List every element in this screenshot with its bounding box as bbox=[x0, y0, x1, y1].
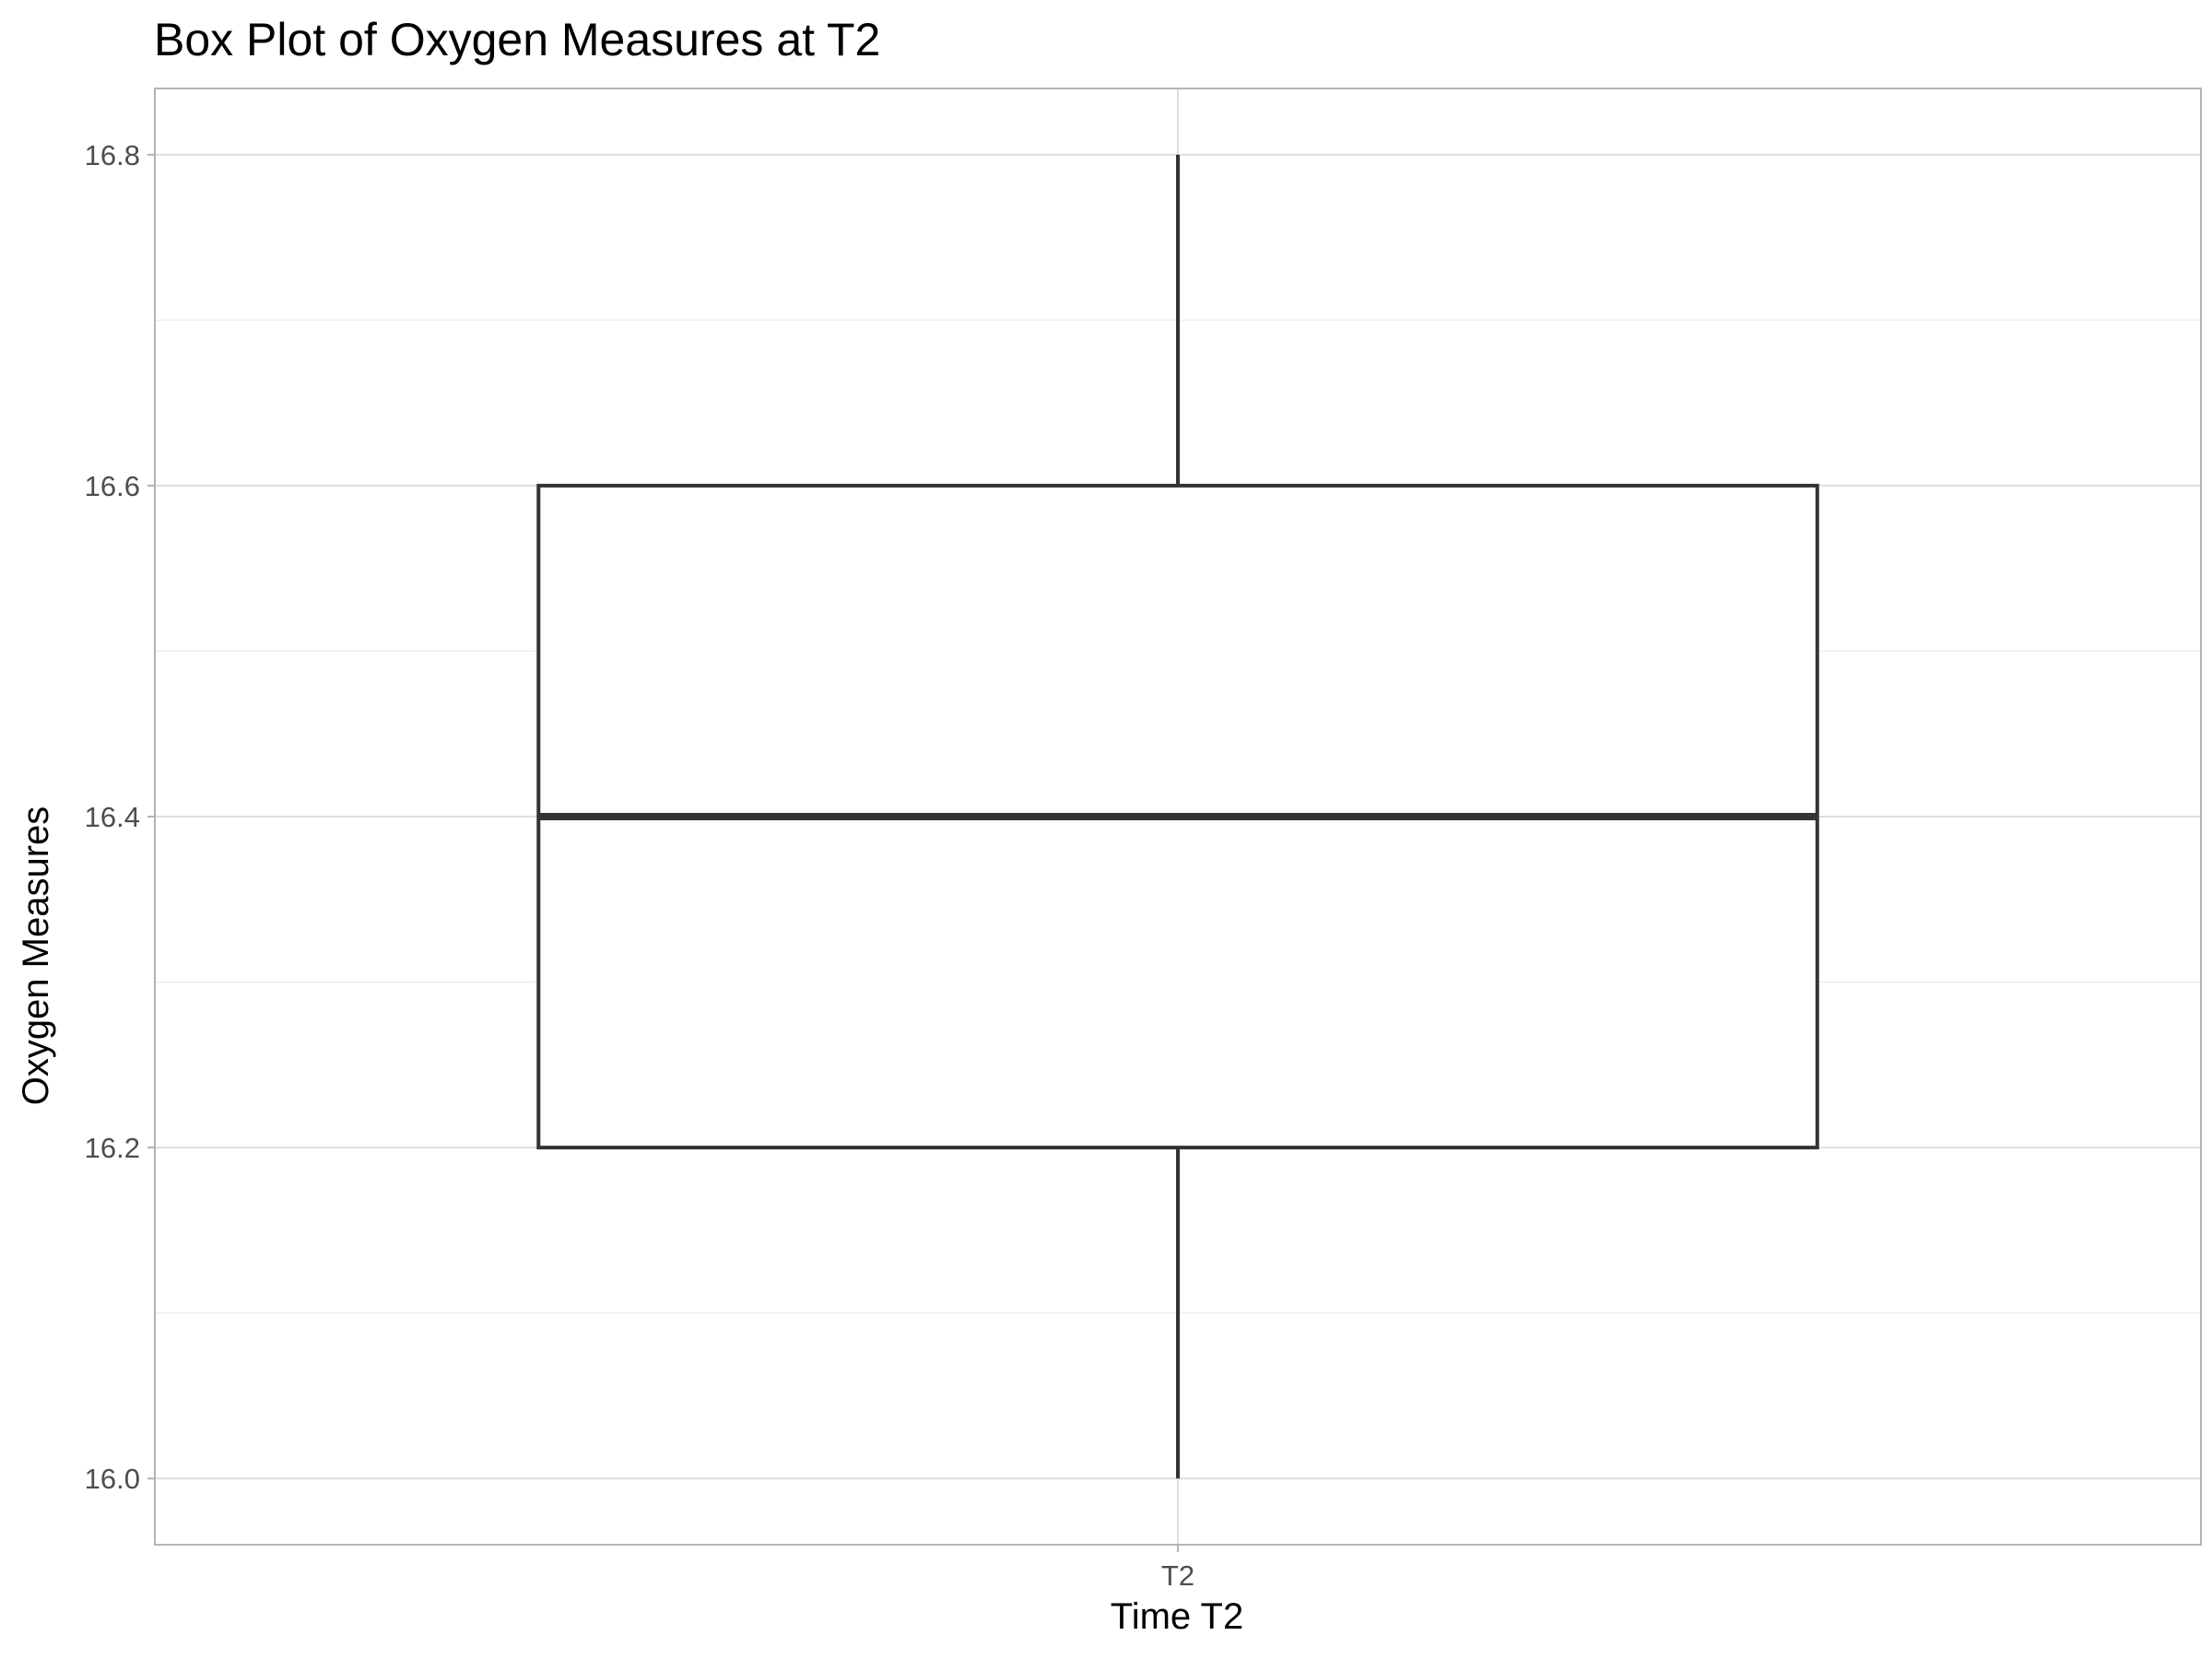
chart-title: Box Plot of Oxygen Measures at T2 bbox=[154, 14, 880, 65]
y-tick-label: 16.0 bbox=[85, 1463, 140, 1495]
x-tick-label: T2 bbox=[1161, 1559, 1194, 1592]
y-tick-label: 16.4 bbox=[85, 801, 140, 833]
y-tick-label: 16.6 bbox=[85, 470, 140, 502]
axes: 16.0 16.2 16.4 16.6 16.8 T2 bbox=[85, 139, 1194, 1592]
y-axis-label: Oxygen Measures bbox=[16, 806, 56, 1106]
boxes bbox=[536, 154, 1819, 1479]
y-tick-label: 16.8 bbox=[85, 139, 140, 171]
x-axis-label: Time T2 bbox=[1111, 1596, 1243, 1637]
y-tick-label: 16.2 bbox=[85, 1132, 140, 1164]
